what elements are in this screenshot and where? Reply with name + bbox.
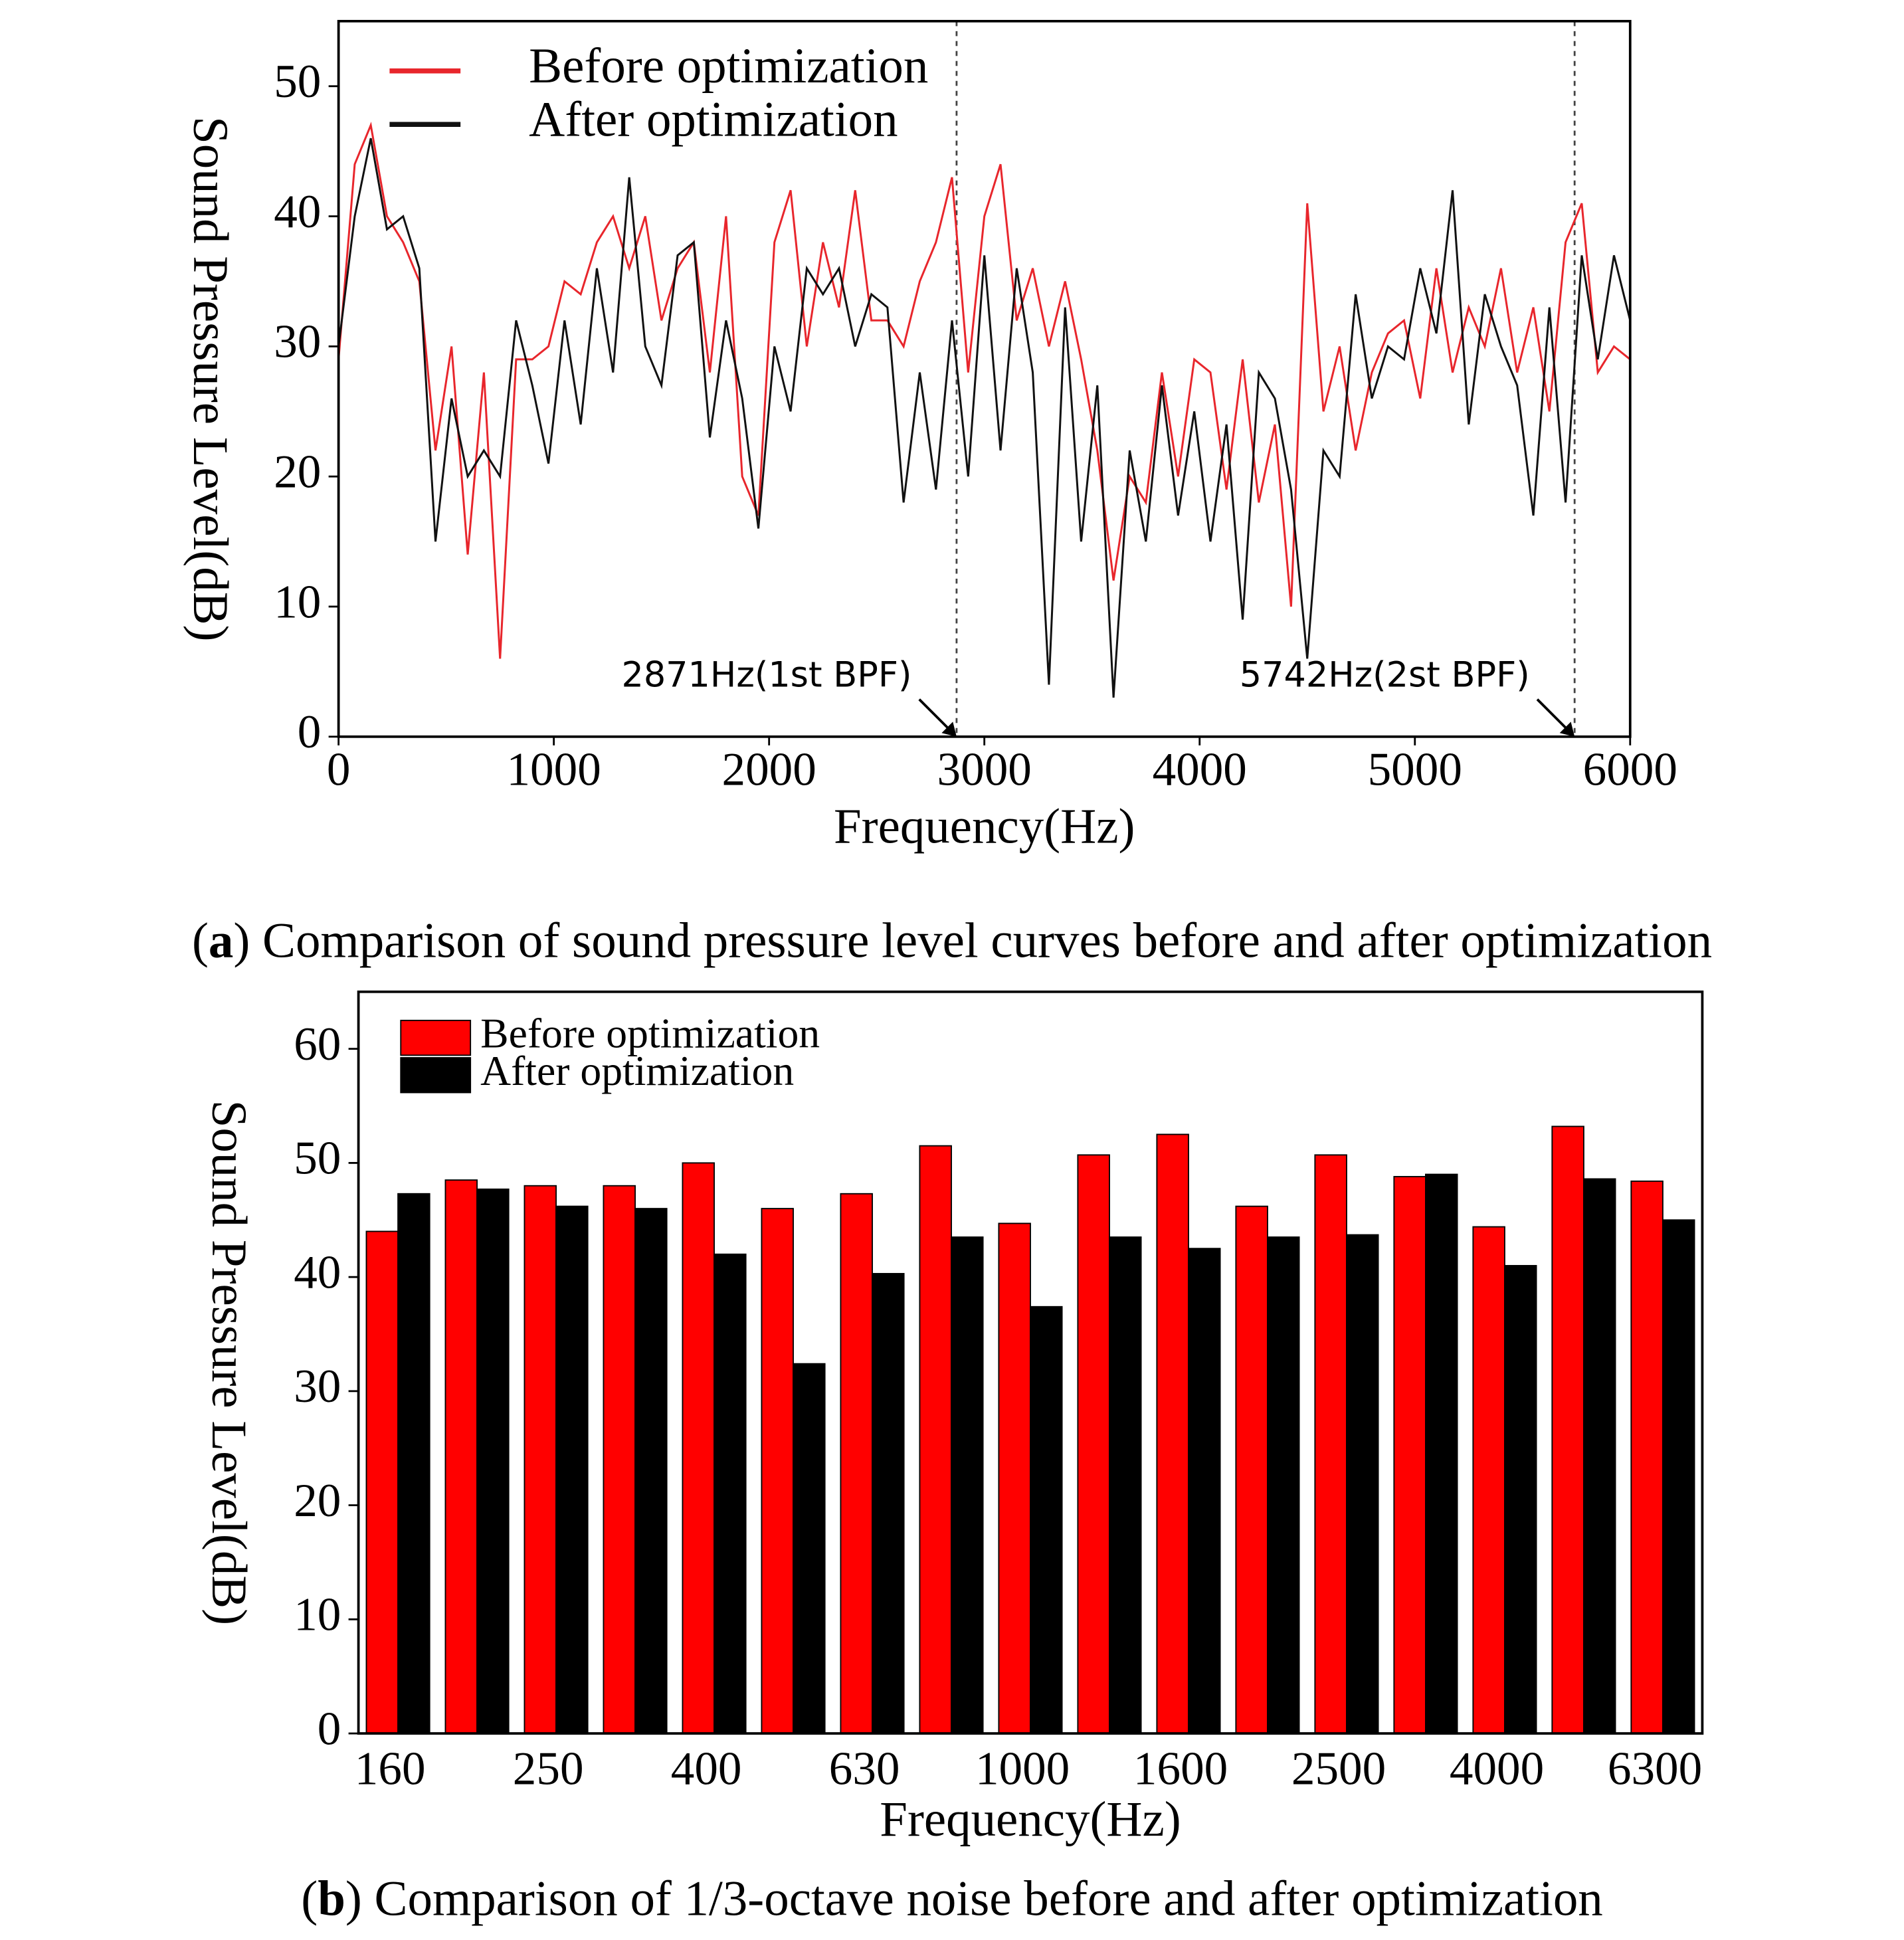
caption-part: b	[318, 1872, 345, 1927]
bar	[840, 1193, 873, 1735]
bar	[1630, 1180, 1664, 1735]
legend-label: Before optimization	[480, 1010, 820, 1057]
x-tick-label: 5000	[1368, 743, 1462, 795]
bar	[1109, 1236, 1142, 1735]
bar	[761, 1208, 794, 1735]
legend-label: After optimization	[480, 1047, 794, 1094]
bar	[1662, 1219, 1695, 1735]
y-tick-label: 0	[298, 706, 322, 758]
bar	[1267, 1236, 1300, 1735]
y-tick-label: 40	[294, 1246, 341, 1298]
caption: (b) Comparison of 1/3-octave noise befor…	[301, 1872, 1602, 1927]
bar	[951, 1236, 984, 1735]
bar	[365, 1230, 399, 1735]
legend-swatch	[400, 1057, 472, 1094]
bar	[919, 1145, 952, 1735]
legend-label: After optimization	[529, 92, 898, 147]
y-tick-label: 10	[274, 576, 321, 628]
bar	[1393, 1176, 1426, 1735]
arrow-head	[941, 722, 957, 737]
x-tick-label: 1000	[506, 743, 601, 795]
y-tick-label: 20	[274, 446, 321, 498]
bar	[1551, 1125, 1584, 1735]
annotation-arrow	[918, 698, 953, 733]
bar	[1472, 1226, 1505, 1735]
plot-frame	[357, 990, 1704, 1735]
series-line	[337, 122, 1631, 659]
x-tick-label: 4000	[1153, 743, 1247, 795]
x-tick-label: 2500	[1291, 1743, 1386, 1794]
bar	[1504, 1265, 1537, 1735]
x-tick-label: 4000	[1450, 1743, 1544, 1794]
x-tick-label: 1600	[1133, 1743, 1228, 1794]
bar	[1235, 1205, 1268, 1735]
x-tick-label: 400	[671, 1743, 742, 1794]
bar	[476, 1188, 510, 1735]
annotation-arrow	[1536, 698, 1571, 733]
y-axis-label: Sound Pressure Level(dB)	[201, 1100, 256, 1626]
bar	[793, 1363, 826, 1735]
series-line	[337, 138, 1632, 698]
y-tick-label: 20	[294, 1475, 341, 1527]
x-tick-label: 2000	[722, 743, 816, 795]
y-tick-label: 30	[274, 316, 321, 368]
bar	[603, 1185, 636, 1735]
caption-part: ) Comparison of 1/3-octave noise before …	[345, 1872, 1603, 1927]
bar	[1582, 1178, 1616, 1735]
bar	[682, 1162, 715, 1735]
annotation: 5742Hz(2st BPF)	[1240, 655, 1530, 696]
caption-part: (	[301, 1872, 318, 1927]
bar	[714, 1253, 747, 1735]
x-tick-label: 630	[829, 1743, 900, 1794]
bar	[872, 1273, 905, 1735]
y-tick-label: 30	[294, 1361, 341, 1412]
x-tick-label: 1000	[975, 1743, 1070, 1794]
arrow-head	[1559, 722, 1575, 737]
y-tick-label: 50	[294, 1133, 341, 1185]
legend-label: Before optimization	[529, 39, 928, 94]
x-tick-label: 0	[327, 743, 351, 795]
bar	[998, 1222, 1031, 1735]
y-tick-label: 0	[318, 1703, 341, 1755]
y-tick-label: 40	[274, 186, 321, 238]
bar	[1156, 1133, 1189, 1735]
x-tick-label: 160	[355, 1743, 426, 1794]
x-axis-label: Frequency(Hz)	[834, 799, 1135, 854]
bar	[1425, 1173, 1458, 1735]
bar	[524, 1185, 557, 1735]
y-tick-label: 60	[294, 1018, 341, 1070]
bar	[555, 1205, 589, 1735]
caption: (a) Comparison of sound pressure level c…	[192, 914, 1712, 969]
x-tick-label: 6000	[1583, 743, 1677, 795]
caption-part: ) Comparison of sound pressure level cur…	[233, 914, 1712, 969]
x-tick-label: 6300	[1608, 1743, 1702, 1794]
caption-part: a	[209, 914, 233, 969]
bar	[1077, 1154, 1110, 1735]
bar	[1188, 1248, 1221, 1735]
bar	[1314, 1154, 1347, 1735]
bar	[1030, 1306, 1063, 1735]
bar	[444, 1179, 478, 1735]
legend-swatch	[400, 1019, 472, 1056]
y-tick-label: 10	[294, 1589, 341, 1641]
x-axis-label: Frequency(Hz)	[880, 1792, 1181, 1847]
x-tick-label: 250	[513, 1743, 584, 1794]
bar	[634, 1208, 668, 1735]
x-tick-label: 3000	[937, 743, 1032, 795]
y-axis-label: Sound Pressure Level(dB)	[183, 116, 238, 642]
bar	[1346, 1234, 1379, 1735]
y-tick-label: 50	[274, 56, 321, 108]
plot-frame	[337, 19, 1632, 738]
annotation: 2871Hz(1st BPF)	[621, 655, 911, 696]
caption-part: (	[192, 914, 209, 969]
bar	[397, 1193, 430, 1735]
